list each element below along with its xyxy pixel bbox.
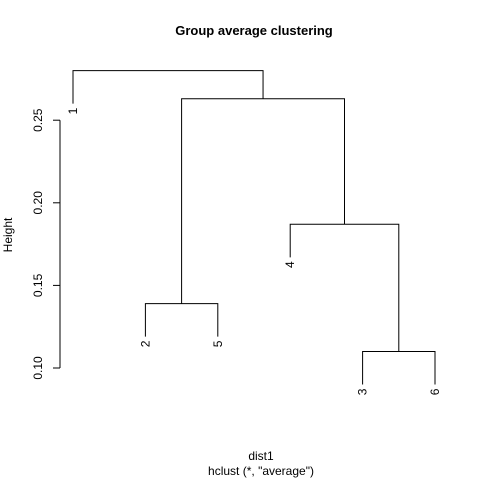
- x-axis-sublabel: hclust (*, "average"): [208, 464, 314, 478]
- leaf-label: 1: [66, 107, 80, 114]
- leaf-label: 3: [356, 388, 370, 395]
- leaf-labels: 1 2 5 4 3 6: [66, 107, 442, 395]
- leaf-label: 2: [138, 340, 152, 347]
- dendrogram-link: [72, 70, 264, 104]
- y-tick-label: 0.25: [31, 108, 45, 132]
- dendrogram-links: [72, 70, 436, 385]
- dendrogram-link: [289, 223, 400, 352]
- dendrogram-link: [181, 98, 345, 304]
- dendrogram-link: [144, 303, 219, 337]
- y-tick-label: 0.15: [31, 273, 45, 297]
- y-tick-label: 0.20: [31, 191, 45, 215]
- dendrogram-link: [362, 350, 436, 385]
- leaf-label: 6: [428, 388, 442, 395]
- chart-title: Group average clustering: [175, 23, 333, 38]
- y-tick-label: 0.10: [31, 356, 45, 380]
- y-axis: 0.10 0.15 0.20 0.25: [31, 108, 61, 380]
- y-axis-label: Height: [1, 217, 15, 252]
- leaf-label: 4: [283, 261, 297, 268]
- x-axis-label: dist1: [248, 449, 274, 463]
- leaf-label: 5: [211, 340, 225, 347]
